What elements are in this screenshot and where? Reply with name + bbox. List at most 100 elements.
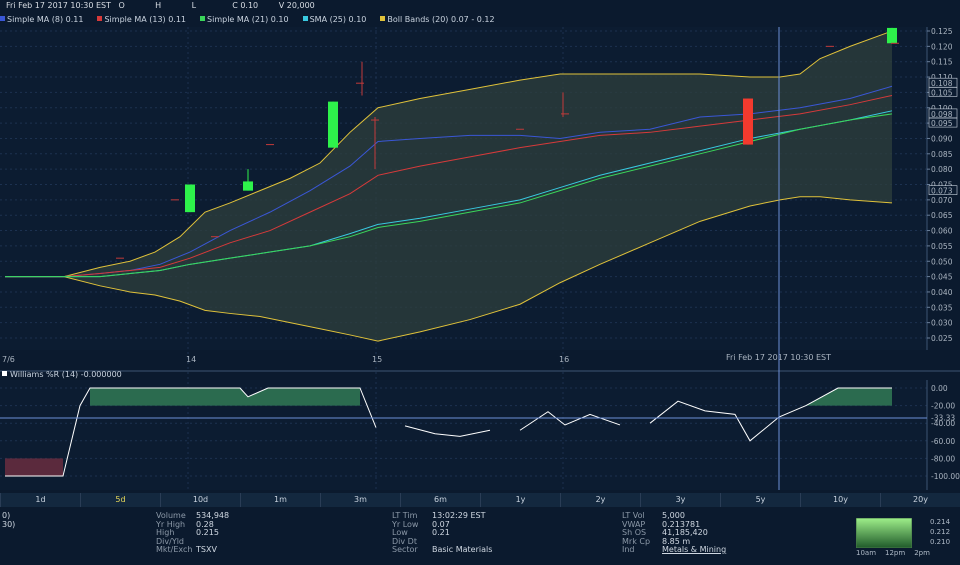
legend-swatch xyxy=(97,16,103,21)
mini-chart-xlabel: 12pm xyxy=(885,549,906,557)
williams-tick-label: -60.00 xyxy=(931,437,955,446)
candle-body[interactable] xyxy=(243,181,253,191)
stat-row: VWAP 0.213781 xyxy=(622,519,726,530)
stat-value: 0.213781 xyxy=(662,519,701,529)
stat-row: LT Vol 5,000 xyxy=(622,511,726,521)
williams-legend-swatch xyxy=(2,371,7,376)
price-tick-label: 0.080 xyxy=(931,165,953,174)
stat-row: Div/Yld xyxy=(156,536,229,547)
price-tick-label: 0.120 xyxy=(931,42,953,51)
intraday-mini-chart xyxy=(856,518,912,548)
stat-value: 0.28 xyxy=(196,519,214,529)
williams-tick-label: -80.00 xyxy=(931,454,955,463)
stat-key: Div Dt xyxy=(392,536,417,546)
candle-body[interactable] xyxy=(328,101,338,148)
stat-value: 0.215 xyxy=(196,528,219,537)
price-highlight-label: 0.098 xyxy=(931,110,953,119)
williams-line xyxy=(404,425,491,437)
price-tick-label: 0.055 xyxy=(931,242,953,251)
price-tick-label: 0.070 xyxy=(931,196,953,205)
stat-row: Yr High 0.28 xyxy=(156,519,229,530)
stats-col-3: LT Vol 5,000 VWAP 0.213781 Sh OS 41,185,420 Mr… xyxy=(622,511,727,555)
legend-swatch xyxy=(200,16,206,21)
stats-ref: 0) xyxy=(2,511,11,520)
legend-item[interactable]: Simple MA (13) 0.11 xyxy=(97,14,186,26)
legend-item[interactable]: Simple MA (21) 0.10 xyxy=(200,14,289,26)
legend-swatch xyxy=(0,16,5,21)
timeframe-6m[interactable]: 6m xyxy=(400,493,480,507)
legend-item[interactable]: Boll Bands (20) 0.07 - 0.12 xyxy=(380,14,495,26)
stat-key: VWAP xyxy=(622,519,646,529)
price-tick-label: 0.085 xyxy=(931,150,953,159)
timeframe-2y[interactable]: 2y xyxy=(560,493,640,507)
mini-chart-xaxis: 10am 12pm 2pm xyxy=(856,549,939,557)
timeframe-3m[interactable]: 3m xyxy=(320,493,400,507)
stat-key: High xyxy=(156,528,175,537)
price-tick-label: 0.090 xyxy=(931,134,953,143)
legend-swatch xyxy=(302,16,308,21)
industry-link[interactable]: Metals & Mining xyxy=(662,545,727,554)
mini-chart-tick: 0.210 xyxy=(930,538,951,546)
stat-value: Basic Materials xyxy=(432,545,493,554)
williams-line xyxy=(5,387,377,477)
timeframe-10y[interactable]: 10y xyxy=(800,493,880,507)
candle-body[interactable] xyxy=(743,98,753,145)
stats-col-0: 0) 30) xyxy=(2,511,16,529)
price-tick-label: 0.065 xyxy=(931,211,953,220)
stat-key: LT Tim xyxy=(392,511,418,520)
timeframe-1y[interactable]: 1y xyxy=(480,493,560,507)
header-close: C 0.10 xyxy=(232,1,259,10)
candle-body[interactable] xyxy=(887,27,897,44)
price-tick-label: 0.060 xyxy=(931,227,953,236)
legend-label: Boll Bands (20) 0.07 - 0.12 xyxy=(387,15,495,24)
candle-body[interactable] xyxy=(185,184,195,213)
stat-row: Mkt/Exch TSXV xyxy=(156,545,229,555)
mini-chart-tick: 0.214 xyxy=(930,518,951,526)
stat-key: Mrk Cp xyxy=(622,536,651,546)
legend-item[interactable]: Simple MA (8) 0.11 xyxy=(0,14,83,26)
williams-tick-label: 0.00 xyxy=(931,384,948,393)
header-datetime: Fri Feb 17 2017 10:30 EST xyxy=(6,1,112,10)
timeframe-5y[interactable]: 5y xyxy=(720,493,800,507)
timeframe-10d[interactable]: 10d xyxy=(160,493,240,507)
price-tick-label: 0.075 xyxy=(931,181,953,190)
stat-value: 0.21 xyxy=(432,528,450,537)
timeframe-5d[interactable]: 5d xyxy=(80,493,160,507)
price-tick-label: 0.025 xyxy=(931,334,953,343)
legend-label: SMA (25) 0.10 xyxy=(309,15,367,24)
legend-label: Simple MA (13) 0.11 xyxy=(104,15,187,24)
mini-chart-xlabel: 10am xyxy=(856,549,877,557)
timeframe-1d[interactable]: 1d xyxy=(0,493,80,507)
mini-chart-xlabel: 2pm xyxy=(914,549,930,557)
stat-value: TSXV xyxy=(196,545,217,554)
price-tick-label: 0.100 xyxy=(931,104,953,113)
stat-key: Div/Yld xyxy=(156,536,184,546)
timeframe-1m[interactable]: 1m xyxy=(240,493,320,507)
price-tick-label: 0.125 xyxy=(931,27,953,36)
header-open: O xyxy=(118,1,125,10)
price-highlight-label: 0.095 xyxy=(931,119,953,128)
stat-row: LT Tim 13:02:29 EST xyxy=(392,511,492,521)
stat-row: Mrk Cp 8.85 m xyxy=(622,536,726,547)
timeframe-20y[interactable]: 20y xyxy=(880,493,960,507)
stat-row: High 0.215 xyxy=(156,528,229,538)
bollinger-upper xyxy=(5,30,893,278)
price-highlight-box xyxy=(928,117,958,128)
stats-col-2: LT Tim 13:02:29 EST Yr Low 0.07 Low 0.21 Div D… xyxy=(392,511,493,555)
stats-ref: 30) xyxy=(2,519,16,529)
price-highlight-label: 0.105 xyxy=(931,88,953,97)
oversold-zone xyxy=(5,458,63,476)
legend-label: Simple MA (8) 0.11 xyxy=(7,15,84,24)
price-highlight-label: 0.073 xyxy=(931,187,953,196)
price-tick-label: 0.045 xyxy=(931,273,953,282)
mini-chart-axis: 0.214 0.212 0.210 xyxy=(930,517,950,547)
ma13-line xyxy=(5,94,893,278)
date-label: 15 xyxy=(372,355,382,364)
date-label: 7/6 xyxy=(2,355,15,364)
legend-item[interactable]: SMA (25) 0.10 xyxy=(302,14,367,26)
stat-value: 13:02:29 EST xyxy=(432,511,486,520)
stat-key: Yr High xyxy=(156,519,186,529)
timeframe-3y[interactable]: 3y xyxy=(640,493,720,507)
stat-value: 8.85 m xyxy=(662,536,691,546)
